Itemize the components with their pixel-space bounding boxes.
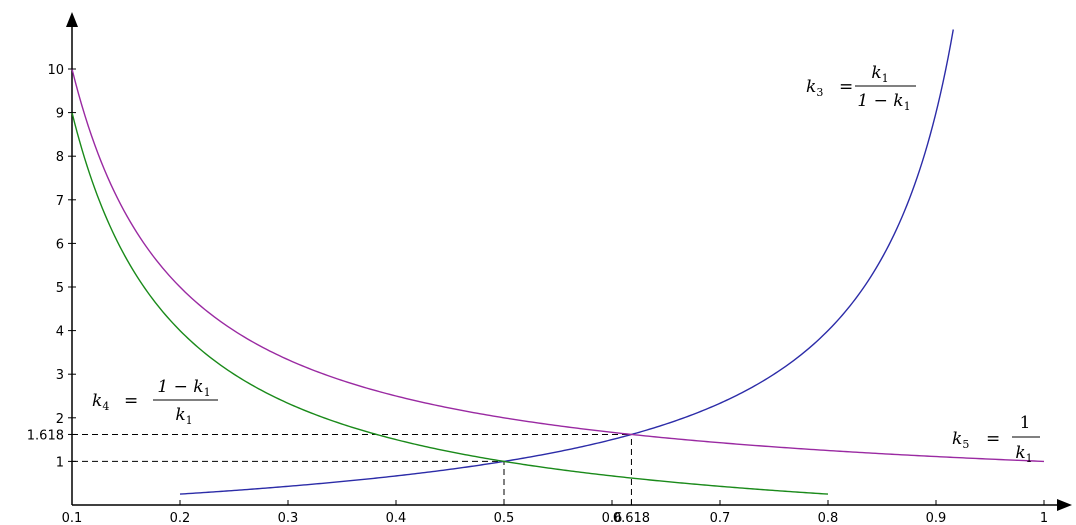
reference-lines bbox=[72, 433, 632, 505]
series-line-k4 bbox=[71, 112, 829, 495]
y-tick-label: 3 bbox=[56, 368, 64, 383]
k5-denominator: k1 bbox=[1015, 443, 1032, 465]
x-tick-label: 0.5 bbox=[494, 511, 515, 525]
x-tick-label: 0.618 bbox=[613, 511, 650, 525]
x-tick-label: 0.7 bbox=[710, 511, 731, 525]
y-tick-label: 1 bbox=[56, 455, 64, 470]
k4-numerator: 1 − k1 bbox=[157, 377, 210, 399]
y-tick-label: 4 bbox=[56, 325, 64, 340]
y-tick-label: 10 bbox=[47, 63, 64, 78]
y-tick-label: 5 bbox=[56, 281, 64, 296]
k4-denominator: k1 bbox=[175, 405, 192, 427]
x-tick-label: 0.6 bbox=[602, 511, 623, 525]
x-ticks: 0.1 0.2 0.3 0.4 0.5 0.60.618 0.7 0.8 0.9 1 bbox=[62, 500, 1048, 525]
y-tick-label: 7 bbox=[56, 194, 64, 209]
y-tick-label: 1.618 bbox=[27, 428, 64, 443]
k3-denominator: 1 − k1 bbox=[857, 91, 910, 113]
axes bbox=[66, 12, 1072, 511]
k5-numerator: 1 bbox=[1020, 413, 1031, 433]
series-line-k5 bbox=[71, 68, 1045, 463]
k4-lhs: k4 bbox=[92, 391, 109, 413]
x-tick-label: 0.1 bbox=[62, 511, 83, 525]
k3-annotation: k3 = k1 1 − k1 bbox=[806, 63, 916, 113]
x-tick-label: 0.3 bbox=[278, 511, 299, 525]
k4-annotation: k4 = 1 − k1 k1 bbox=[92, 377, 218, 427]
x-tick-label: 0.9 bbox=[926, 511, 947, 525]
y-tick-label: 9 bbox=[56, 107, 64, 122]
k5-lhs: k5 bbox=[952, 429, 969, 451]
x-tick-label: 0.2 bbox=[170, 511, 191, 525]
k4-equals: = bbox=[124, 391, 138, 411]
x-tick-label: 0.8 bbox=[818, 511, 839, 525]
series-lines bbox=[71, 29, 1045, 495]
y-axis-arrow bbox=[66, 12, 78, 27]
k5-annotation: k5 = 1 k1 bbox=[952, 413, 1040, 465]
y-tick-label: 6 bbox=[56, 237, 64, 252]
y-tick-label: 2 bbox=[56, 412, 64, 427]
k3-equals: = bbox=[839, 77, 853, 97]
y-tick-label: 8 bbox=[56, 150, 64, 165]
k3-lhs: k3 bbox=[806, 77, 823, 99]
x-tick-label: 0.4 bbox=[386, 511, 407, 525]
x-tick-label: 1 bbox=[1040, 511, 1048, 525]
x-axis-arrow bbox=[1057, 499, 1072, 511]
k5-equals: = bbox=[986, 429, 1000, 449]
k3-numerator: k1 bbox=[871, 63, 888, 85]
series-line-k3 bbox=[179, 29, 954, 495]
